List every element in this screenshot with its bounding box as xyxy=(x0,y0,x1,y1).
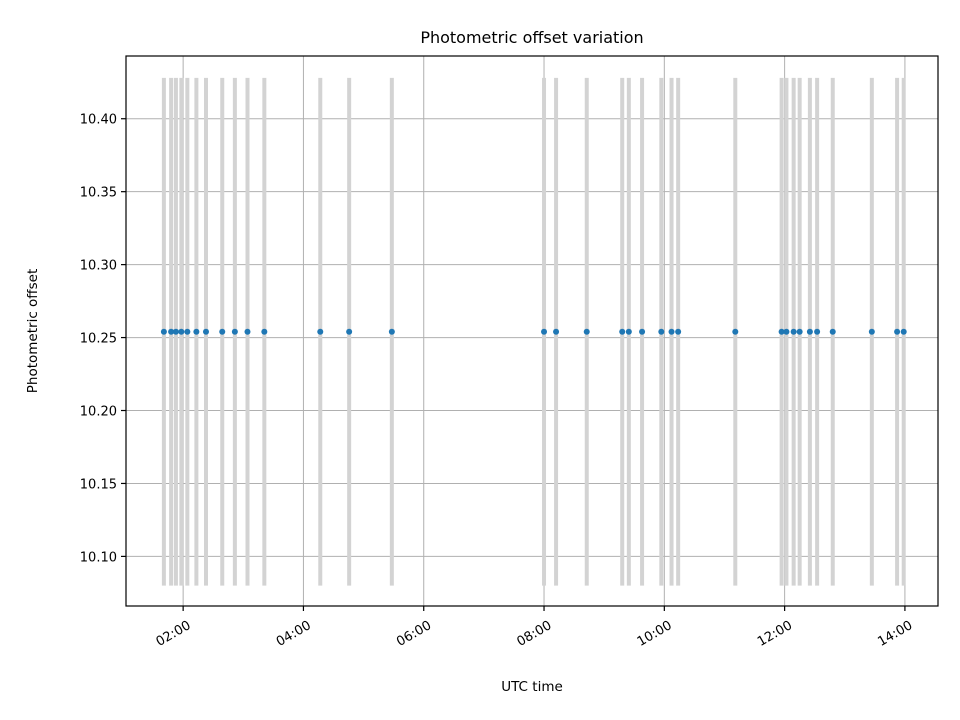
plot-area-frame xyxy=(125,55,939,607)
chart-title: Photometric offset variation xyxy=(420,28,643,47)
data-point xyxy=(639,328,646,335)
data-point xyxy=(231,328,238,335)
y-tick-label: 10.35 xyxy=(80,186,117,201)
x-tick-label: 08:00 xyxy=(514,618,554,650)
data-point xyxy=(806,328,813,335)
data-point xyxy=(790,328,797,335)
x-axis-label: UTC time xyxy=(501,679,563,695)
data-point xyxy=(675,328,682,335)
data-point xyxy=(178,328,185,335)
data-point xyxy=(346,328,353,335)
y-axis-label: Photometric offset xyxy=(25,269,41,393)
y-tick-label: 10.25 xyxy=(80,332,117,347)
data-point xyxy=(732,328,739,335)
x-tick-label: 14:00 xyxy=(875,618,915,650)
data-point xyxy=(553,328,560,335)
data-point xyxy=(244,328,251,335)
data-point xyxy=(783,328,790,335)
data-points xyxy=(160,328,907,335)
data-point xyxy=(583,328,590,335)
x-tick-label: 10:00 xyxy=(635,618,675,650)
data-point xyxy=(261,328,268,335)
x-tick-label: 04:00 xyxy=(274,618,314,650)
data-point xyxy=(219,328,226,335)
x-tick-label: 06:00 xyxy=(394,618,434,650)
data-point xyxy=(193,328,200,335)
data-point xyxy=(658,328,665,335)
x-tick-label: 12:00 xyxy=(755,618,795,650)
data-point xyxy=(160,328,167,335)
y-tick-label: 10.15 xyxy=(80,477,117,492)
data-point xyxy=(900,328,907,335)
y-tick-label: 10.20 xyxy=(80,405,117,420)
data-point xyxy=(184,328,191,335)
data-point xyxy=(868,328,875,335)
data-point xyxy=(829,328,836,335)
y-tick-label: 10.30 xyxy=(80,259,117,274)
data-point xyxy=(541,328,548,335)
data-point xyxy=(778,328,785,335)
data-point xyxy=(388,328,395,335)
data-point xyxy=(172,328,179,335)
data-point xyxy=(894,328,901,335)
data-point xyxy=(168,328,175,335)
y-tick-label: 10.10 xyxy=(80,550,117,565)
data-point xyxy=(317,328,324,335)
data-point xyxy=(202,328,209,335)
data-point xyxy=(625,328,632,335)
y-tick-label: 10.40 xyxy=(80,113,117,128)
data-point xyxy=(796,328,803,335)
data-point xyxy=(668,328,675,335)
data-point xyxy=(814,328,821,335)
data-point xyxy=(619,328,626,335)
x-tick-label: 02:00 xyxy=(154,618,194,650)
